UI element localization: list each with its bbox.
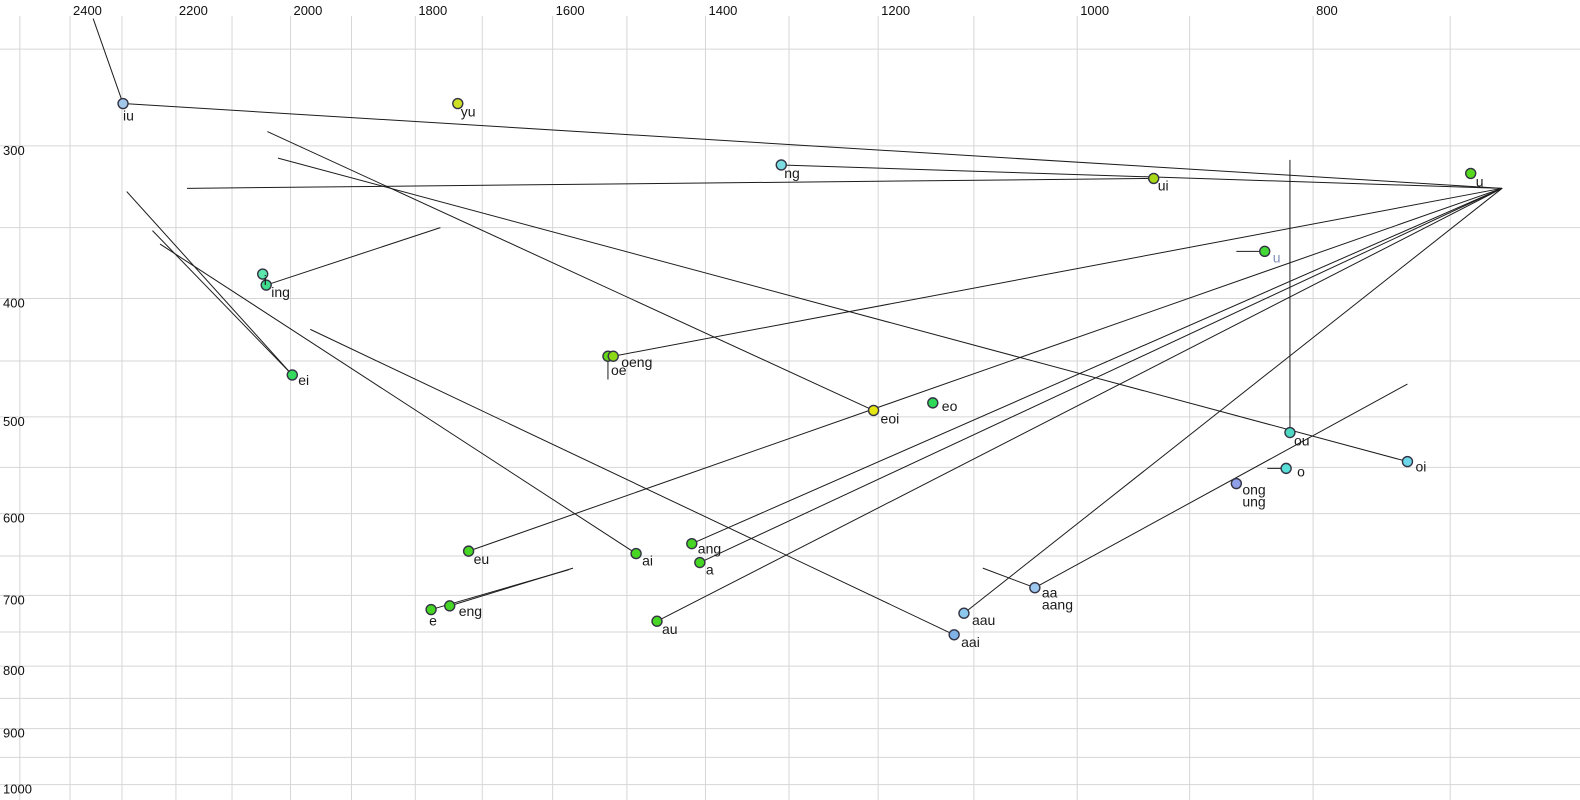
vowel-label-ung: ung xyxy=(1242,494,1265,510)
vowel-label-aang: aang xyxy=(1042,597,1073,613)
x-axis-tick-label-1400: 1400 xyxy=(708,3,737,18)
x-axis-tick-label-2400: 2400 xyxy=(73,3,102,18)
x-axis-tick-label-800: 800 xyxy=(1316,3,1338,18)
vowel-marker-ong xyxy=(1230,477,1243,490)
vowel-marker-eo xyxy=(927,397,939,409)
vowel-marker-eng xyxy=(444,600,456,612)
vowel-label-yu: yu xyxy=(461,104,476,120)
x-axis-tick-label-1200: 1200 xyxy=(881,3,910,18)
vowel-label-a: a xyxy=(706,562,714,578)
x-axis-tick-label-2000: 2000 xyxy=(293,3,322,18)
vowel-marker-e xyxy=(425,603,437,616)
vowel-marker-ang xyxy=(686,537,698,550)
trajectory-line-eng-stub xyxy=(449,567,574,607)
trajectory-line-iu xyxy=(122,103,1503,189)
vowel-marker-eoi xyxy=(867,404,880,417)
y-axis-tick-label-900: 900 xyxy=(3,726,25,741)
vowel-marker-oi xyxy=(1401,455,1414,468)
vowel-marker-ai xyxy=(630,547,642,560)
vowel-marker-a xyxy=(694,556,706,569)
vowel-label-ang: ang xyxy=(698,541,721,557)
vowel-label-iu: iu xyxy=(123,108,134,124)
vowel-marker-aa xyxy=(1029,582,1041,594)
vowel-marker-iu xyxy=(117,97,129,110)
vowel-marker-yu xyxy=(452,97,464,110)
y-axis-tick-label-500: 500 xyxy=(3,414,25,429)
y-axis-tick-label-700: 700 xyxy=(3,592,25,607)
vowel-marker-ou xyxy=(1284,426,1296,439)
vowel-label-eo: eo xyxy=(942,398,958,414)
vowel-label-au: au xyxy=(662,621,678,637)
y-axis-tick-label-300: 300 xyxy=(3,143,25,158)
vowel-label-i: i xyxy=(264,272,267,288)
trajectory-line-aau xyxy=(963,187,1503,614)
trajectory-line-oeng xyxy=(613,187,1503,357)
vowel-label-u: u xyxy=(1273,249,1281,265)
trajectory-line-eu xyxy=(468,187,1503,552)
trajectory-line-iu-onset xyxy=(92,18,124,104)
vowel-label-ing: ing xyxy=(271,284,290,300)
vowel-label-ai: ai xyxy=(642,553,653,569)
vowel-marker-i xyxy=(257,268,269,280)
trajectory-line-ing xyxy=(266,227,441,286)
vowel-label-aau: aau xyxy=(972,612,995,628)
vowel-label-oe: oe xyxy=(611,362,627,378)
vowel-marker-o xyxy=(1280,462,1292,475)
y-axis-tick-label-400: 400 xyxy=(3,295,25,310)
vowel-marker-aau xyxy=(958,607,970,619)
vowel-marker-ing xyxy=(260,279,272,291)
vowel-label-aa: aa xyxy=(1042,585,1058,601)
vowel-label-ong: ong xyxy=(1242,482,1265,498)
y-axis-tick-label-1000: 1000 xyxy=(3,782,32,797)
vowel-label-aai: aai xyxy=(961,634,980,650)
vowel-marker-aai xyxy=(948,629,960,641)
vowel-label-o: o xyxy=(1297,463,1305,479)
vowel-label-e: e xyxy=(429,613,437,629)
trajectory-line-au xyxy=(656,187,1503,622)
trajectory-line-aang xyxy=(1034,383,1408,589)
trajectory-line-ng xyxy=(781,164,1503,189)
trajectory-line-aai xyxy=(310,328,955,636)
vowel-label-u: u xyxy=(1476,173,1484,189)
trajectory-line-aa-stub xyxy=(982,567,1036,589)
vowel-label-ou: ou xyxy=(1294,433,1310,449)
trajectory-line-eoi xyxy=(267,131,874,411)
vowel-label-oi: oi xyxy=(1415,459,1426,475)
trajectory-line-oi xyxy=(277,157,1408,463)
vowel-label-eng: eng xyxy=(459,603,482,619)
vowel-marker-au xyxy=(651,615,663,627)
vowel-label-oeng: oeng xyxy=(621,354,652,370)
vowel-marker-u xyxy=(1259,245,1271,258)
vowel-label-ei: ei xyxy=(298,372,309,388)
vowel-marker-oeng xyxy=(607,350,619,362)
x-axis-tick-label-2200: 2200 xyxy=(179,3,208,18)
trajectory-line-ai xyxy=(159,243,637,554)
vowel-label-ng: ng xyxy=(784,165,800,181)
vowel-marker-eu xyxy=(462,545,475,557)
x-axis-tick-label-1600: 1600 xyxy=(556,3,585,18)
x-axis-tick-label-1000: 1000 xyxy=(1080,3,1109,18)
vowel-marker-ng xyxy=(775,159,787,171)
vowel-label-eoi: eoi xyxy=(881,410,900,426)
vowel-marker-ui xyxy=(1147,172,1160,185)
y-axis-tick-label-600: 600 xyxy=(3,511,25,526)
trajectory-line-a xyxy=(699,187,1503,563)
trajectory-line-ui xyxy=(186,177,1154,189)
vowel-label-ui: ui xyxy=(1158,177,1169,193)
vowel-label-eu: eu xyxy=(474,551,490,567)
y-axis-tick-label-800: 800 xyxy=(3,663,25,678)
trajectory-line-ang xyxy=(691,187,1503,545)
vowel-marker-ei xyxy=(286,369,298,381)
x-axis-tick-label-1800: 1800 xyxy=(418,3,447,18)
vowel-marker-u xyxy=(1465,167,1477,180)
trajectory-line-ei-1 xyxy=(126,191,293,376)
